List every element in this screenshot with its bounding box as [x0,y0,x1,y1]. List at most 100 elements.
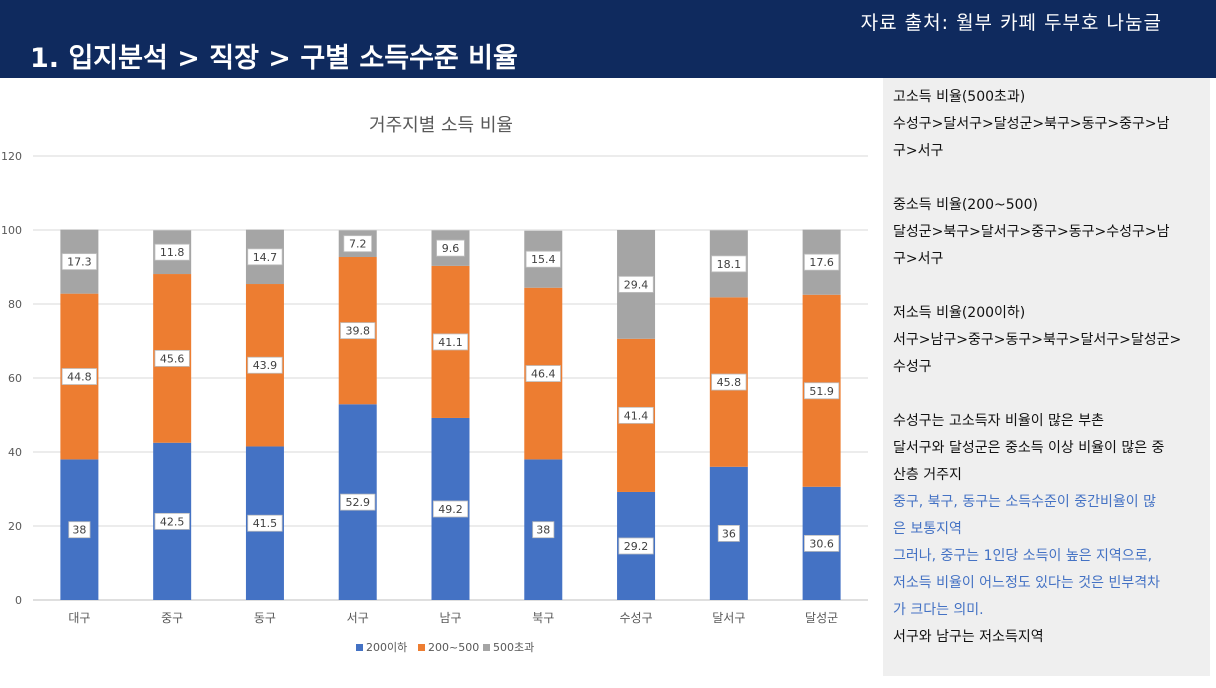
data-label: 49.2 [438,503,463,516]
note-line: 서구>남구>중구>동구>북구>달서구>달성군> [893,332,1182,348]
data-label: 29.2 [624,540,649,553]
page-title: 1. 입지분석 > 직장 > 구별 소득수준 비율 [30,43,518,74]
data-label-box [618,537,654,555]
data-label-box [432,333,469,351]
data-label: 38 [536,524,550,537]
note-line: 수성구 [893,359,932,375]
data-label: 14.7 [253,251,278,264]
legend-label: 200~500 [428,641,479,654]
y-tick-label: 100 [1,224,22,237]
note-line: 중구, 북구, 동구는 소득수준이 중간비율이 많 [893,494,1156,510]
data-label-box [68,521,91,539]
x-tick-label: 달성군 [805,611,838,625]
data-label: 30.6 [809,537,834,550]
y-tick-label: 120 [1,150,22,163]
data-label-box [525,365,561,382]
note-spacer [893,381,1200,408]
x-tick-label: 달서구 [712,611,745,625]
note-line: 고소득 비율(500초과) [893,89,1026,105]
data-label: 7.2 [349,238,367,251]
data-label-box [340,493,376,511]
data-label: 39.8 [345,325,370,338]
note-line: 구>서구 [893,251,944,267]
stacked-bar-chart: 거주지별 소득 비율 38 44.8 17.3 42.5 45.6 11.8 41.5 43.… [1,115,868,654]
note-line: 산층 거주지 [893,467,962,483]
data-label: 29.4 [624,278,649,291]
data-label-box [343,235,373,253]
note-line: 저소득 비율(200이하) [893,305,1026,321]
x-tick-label: 중구 [161,611,183,625]
data-label-box [340,322,376,340]
data-label-box [61,368,97,385]
note-line: 그러나, 중구는 1인당 소득이 높은 지역으로, [893,548,1153,564]
x-tick-label: 서구 [347,611,369,625]
data-label-box [804,382,840,400]
data-label: 51.9 [809,385,834,398]
legend-label: 500초과 [493,641,534,654]
y-tick-label: 0 [15,594,22,607]
data-label-box [247,356,283,374]
data-label: 41.1 [438,336,463,349]
data-label: 41.4 [624,409,649,422]
data-label: 18.1 [717,258,742,271]
x-tick-label: 북구 [532,611,554,625]
data-label-box [436,239,465,257]
x-tick-label: 남구 [439,611,461,625]
title-bar: 자료 출처: 월부 카페 두부호 나눔글 1. 입지분석 > 직장 > 구별 소… [0,0,1216,78]
data-label: 17.3 [67,256,92,269]
y-tick-label: 40 [8,446,22,459]
data-label: 43.9 [253,359,278,372]
legend-swatch [356,644,363,651]
data-label: 52.9 [345,496,370,509]
data-label: 42.5 [160,515,185,528]
chart-title: 거주지별 소득 비율 [369,115,513,136]
data-label-box [247,514,283,532]
note-line: 수성구>달서구>달성군>북구>동구>중구>남 [893,116,1170,132]
note-line: 구>서구 [893,143,944,159]
y-tick-label: 20 [8,520,22,533]
x-tick-label: 수성구 [619,611,652,625]
data-label: 15.4 [531,253,556,266]
note-line: 서구와 남구는 저소득지역 [893,629,1044,645]
data-label: 45.8 [717,376,742,389]
data-label-box [525,250,561,268]
note-line: 중소득 비율(200~500) [893,197,1038,213]
data-label-box [711,255,747,273]
data-label: 17.6 [809,256,834,269]
data-label-box [154,243,190,261]
y-tick-label: 60 [8,372,22,385]
data-label-box [804,253,840,271]
data-label-box [618,406,654,424]
note-line: 수성구는 고소득자 비율이 많은 부촌 [893,413,1104,429]
data-label: 46.4 [531,368,556,381]
data-label: 41.5 [253,517,278,530]
notes-list: 고소득 비율(500초과) 수성구>달서구>달성군>북구>동구>중구>남 구>서구 중… [883,78,1210,651]
notes-panel: 고소득 비율(500초과) 수성구>달서구>달성군>북구>동구>중구>남 구>서구 중… [883,78,1210,676]
data-label: 38 [72,524,86,537]
x-tick-label: 대구 [68,611,90,625]
data-label-box [154,512,190,530]
data-label-box [532,521,555,539]
legend-label: 200이하 [366,640,407,654]
note-line: 가 크다는 의미. [893,602,984,618]
legend-swatch [418,644,425,651]
data-label-box [61,253,97,271]
data-label-box [432,500,469,518]
legend-swatch [483,644,490,651]
data-label-box [804,534,840,552]
note-line: 달서구와 달성군은 중소득 이상 비율이 많은 중 [893,440,1165,456]
data-label-box [154,349,190,367]
note-line: 달성군>북구>달서구>중구>동구>수성구>남 [893,224,1170,240]
note-spacer [893,165,1200,192]
chart-area: 거주지별 소득 비율 38 44.8 17.3 42.5 45.6 11.8 41.5 43.… [0,78,880,684]
data-label: 44.8 [67,371,92,384]
x-tick-label: 동구 [254,611,276,625]
note-spacer [893,273,1200,300]
data-label-box [618,275,654,293]
data-label-box [247,248,283,266]
data-label: 36 [722,527,736,540]
data-label: 45.6 [160,352,185,365]
data-label-box [711,373,747,391]
y-tick-label: 80 [8,298,22,311]
data-label: 11.8 [160,246,185,259]
